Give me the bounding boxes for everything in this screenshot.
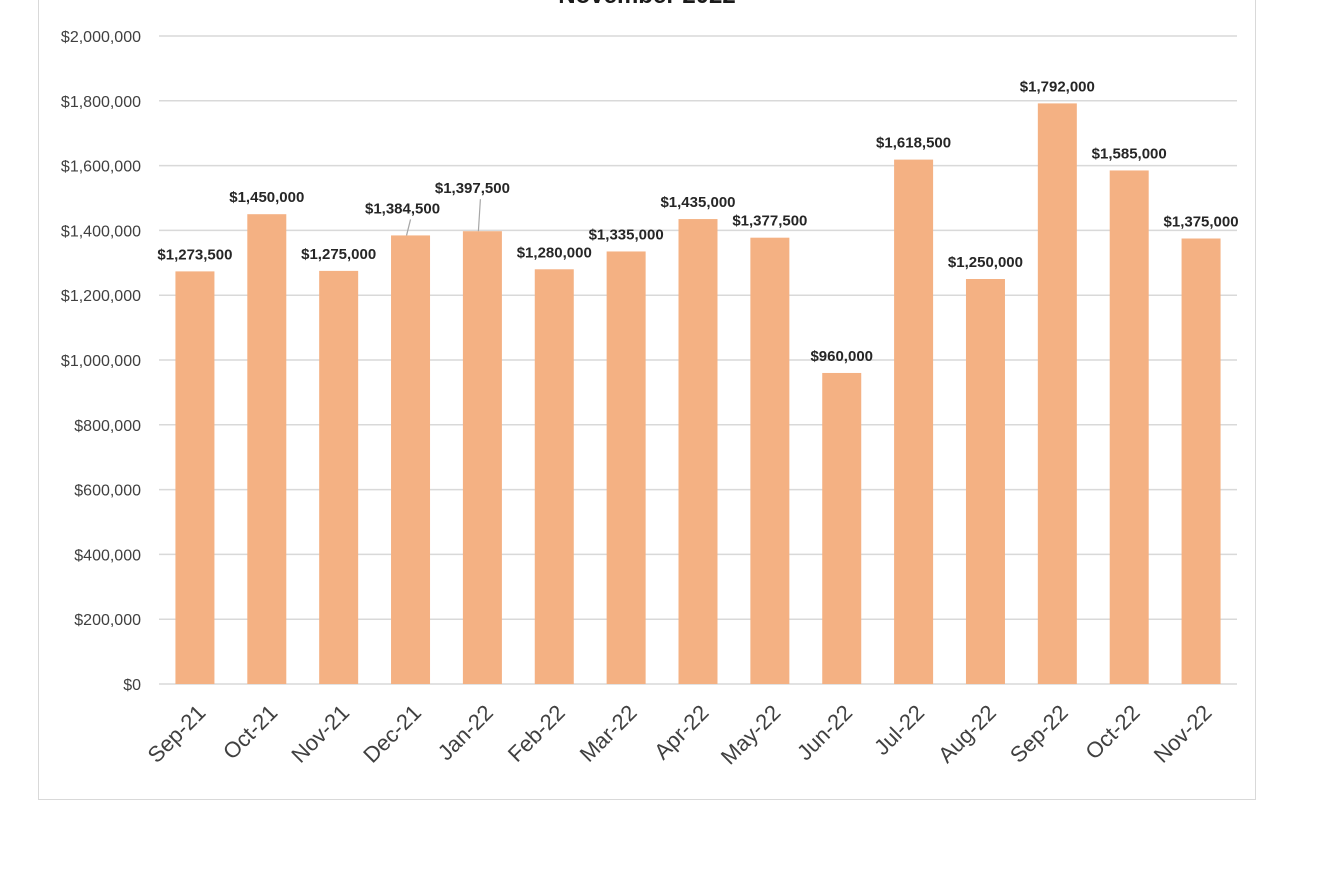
y-tick-label: $200,000 <box>74 612 141 629</box>
data-label: $1,384,500 <box>365 200 440 217</box>
data-label: $1,275,000 <box>301 246 376 263</box>
bar <box>1181 238 1221 684</box>
x-axis-ticks: Sep-21 Oct-21 Nov-21 Dec-21 Jan-22 Feb-22 Mar-… <box>143 700 1217 770</box>
data-label: $1,450,000 <box>229 189 304 206</box>
bar <box>750 237 790 684</box>
x-tick-label: Feb-22 <box>503 700 570 767</box>
y-tick-label: $1,600,000 <box>61 159 141 176</box>
y-tick-label: $1,800,000 <box>61 94 141 111</box>
data-label: $1,397,500 <box>435 180 510 197</box>
data-labels: $1,273,500 $1,450,000 $1,275,000 $1,384,500… <box>157 78 1238 365</box>
bar <box>247 214 287 684</box>
chart-frame: November 2022 $0 $200,000 $400,000 $600,000… <box>38 0 1256 800</box>
leader-lines <box>405 199 481 236</box>
x-tick-label: Apr-22 <box>649 700 713 764</box>
x-tick-label: Oct-21 <box>218 700 282 764</box>
y-tick-label: $1,400,000 <box>61 223 141 240</box>
leader-line <box>405 219 412 236</box>
data-label: $1,335,000 <box>589 226 664 243</box>
data-label: $1,273,500 <box>157 246 232 263</box>
y-tick-label: $1,000,000 <box>61 353 141 370</box>
y-tick-label: $1,200,000 <box>61 288 141 305</box>
bar <box>391 235 431 684</box>
x-tick-label: Mar-22 <box>575 700 642 767</box>
bar <box>965 279 1005 684</box>
data-label: $1,250,000 <box>948 254 1023 271</box>
bars <box>175 103 1221 685</box>
x-tick-label: Oct-22 <box>1080 700 1144 764</box>
y-tick-label: $800,000 <box>74 418 141 435</box>
bar-chart: November 2022 $0 $200,000 $400,000 $600,000… <box>61 0 1239 770</box>
x-tick-label: Sep-21 <box>143 700 211 768</box>
y-tick-label: $2,000,000 <box>61 29 141 46</box>
x-tick-label: Jun-22 <box>792 700 857 765</box>
y-tick-label: $600,000 <box>74 483 141 500</box>
data-label: $1,618,500 <box>876 135 951 152</box>
bar <box>606 251 646 684</box>
bar <box>319 270 359 684</box>
x-tick-label: Nov-21 <box>286 700 354 768</box>
bar <box>534 269 574 684</box>
bar <box>1109 170 1149 684</box>
chart-title: November 2022 <box>558 0 735 9</box>
x-tick-label: Nov-22 <box>1149 700 1217 768</box>
x-tick-label: Sep-22 <box>1005 700 1073 768</box>
data-label: $1,280,000 <box>517 244 592 261</box>
data-label: $1,435,000 <box>660 194 735 211</box>
y-tick-label: $0 <box>123 677 141 694</box>
data-label: $1,377,500 <box>732 213 807 230</box>
x-tick-label: Jan-22 <box>433 700 498 765</box>
data-label: $1,375,000 <box>1164 214 1239 231</box>
data-label: $960,000 <box>810 348 873 365</box>
bar <box>1037 103 1077 685</box>
leader-line <box>477 199 481 232</box>
bar <box>894 159 934 684</box>
x-tick-label: May-22 <box>716 700 786 770</box>
x-tick-label: Dec-21 <box>358 700 426 768</box>
y-tick-label: $400,000 <box>74 547 141 564</box>
x-tick-label: Aug-22 <box>933 700 1001 768</box>
data-label: $1,585,000 <box>1092 145 1167 162</box>
data-label: $1,792,000 <box>1020 78 1095 95</box>
x-tick-label: Jul-22 <box>869 700 929 760</box>
bar <box>822 372 862 684</box>
bar <box>678 219 718 684</box>
bar <box>175 271 215 684</box>
bar <box>462 231 502 684</box>
y-axis-ticks: $0 $200,000 $400,000 $600,000 $800,000 $1,000… <box>61 29 141 694</box>
